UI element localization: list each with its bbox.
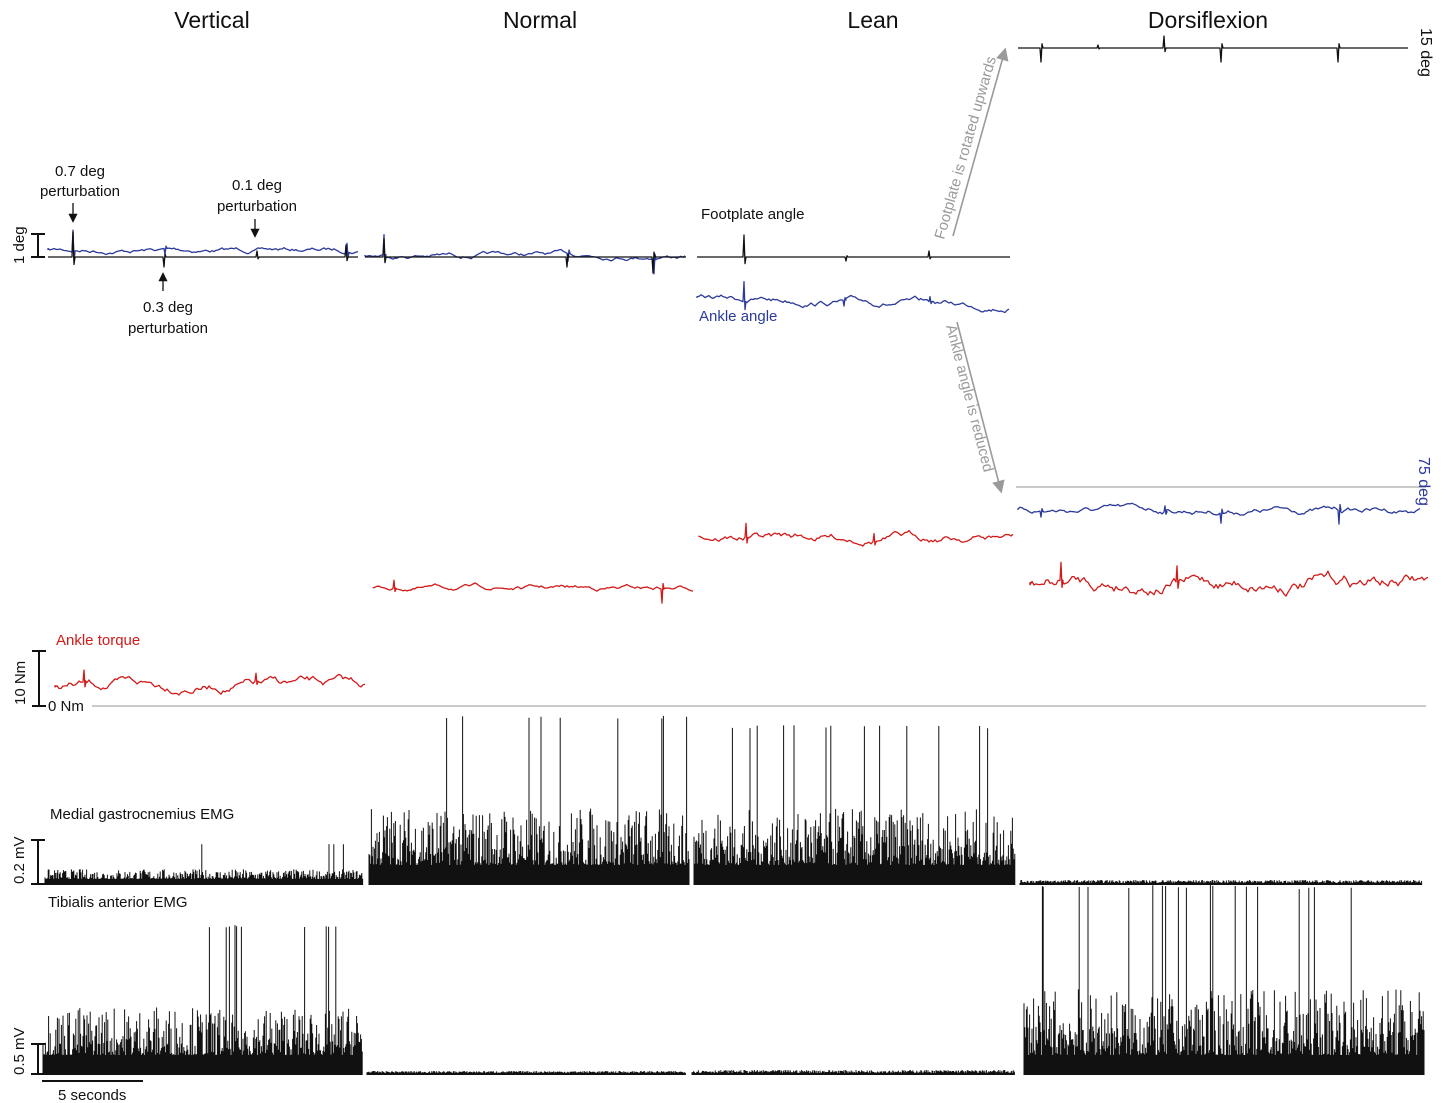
perturbation-01-label: 0.1 deg bbox=[232, 177, 282, 194]
ta-emg-label: Tibialis anterior EMG bbox=[48, 894, 187, 911]
ta-scale-bar bbox=[31, 1043, 45, 1075]
ankle-reduced-label: Ankle angle is reduced bbox=[942, 323, 996, 474]
ankle-torque-vertical bbox=[54, 669, 366, 696]
torque-zero-label: 0 Nm bbox=[48, 698, 84, 715]
ankle-torque-normal bbox=[372, 579, 694, 604]
footplate-rotated-arrow bbox=[952, 47, 1009, 237]
condition-title-lean: Lean bbox=[847, 7, 898, 33]
mg-scale-bar bbox=[31, 839, 45, 885]
ta-emg-lean bbox=[691, 1070, 1015, 1075]
perturbation-07-label: 0.7 deg bbox=[55, 163, 105, 180]
perturbation-01-label-2: perturbation bbox=[217, 198, 297, 215]
ankle-angle-vertical bbox=[47, 229, 359, 262]
condition-title-vertical: Vertical bbox=[174, 7, 249, 33]
ta-emg-vertical bbox=[42, 925, 363, 1075]
ankle-torque-lean bbox=[698, 522, 1014, 547]
perturbation-07-label-2: perturbation bbox=[40, 183, 120, 200]
mg-emg-label: Medial gastrocnemius EMG bbox=[50, 806, 234, 823]
ankle-angle-dorsiflexion bbox=[1017, 502, 1421, 525]
mg-emg-lean bbox=[693, 725, 1016, 885]
footplate-angle-lean bbox=[697, 234, 1010, 265]
torque-scale-bar bbox=[32, 650, 46, 707]
ta-emg-normal bbox=[366, 1071, 686, 1075]
mg-emg-dorsiflexion bbox=[1019, 880, 1423, 885]
ankle-angle-normal bbox=[364, 234, 686, 275]
time-scale-label: 5 seconds bbox=[58, 1087, 126, 1103]
ta-emg-dorsiflexion bbox=[1023, 885, 1425, 1075]
condition-title-dorsiflexion: Dorsiflexion bbox=[1148, 7, 1268, 33]
footplate-offset-label: 15 deg bbox=[1417, 28, 1434, 77]
mg-emg-normal bbox=[368, 715, 690, 885]
footplate-angle-dorsiflexion bbox=[1018, 35, 1408, 63]
footplate-angle-vertical bbox=[48, 231, 358, 268]
angle-scale-bar bbox=[31, 233, 45, 258]
ankle-torque-label: Ankle torque bbox=[56, 632, 140, 649]
angle-scale-label: 1 deg bbox=[11, 226, 28, 264]
perturbation-03-label: 0.3 deg bbox=[143, 299, 193, 316]
footplate-rotated-label: Footplate is rotated upwards bbox=[932, 54, 1001, 241]
condition-title-normal: Normal bbox=[503, 7, 577, 33]
footplate-angle-normal bbox=[365, 238, 686, 274]
ta-scale-label: 0.5 mV bbox=[11, 1027, 28, 1075]
mg-scale-label: 0.2 mV bbox=[11, 836, 28, 884]
signal-traces bbox=[42, 35, 1429, 1075]
ankle-offset-label: 75 deg bbox=[1415, 457, 1432, 506]
torque-scale-label: 10 Nm bbox=[12, 661, 29, 705]
ankle-torque-dorsiflexion bbox=[1029, 561, 1429, 597]
footplate-angle-label: Footplate angle bbox=[701, 206, 804, 223]
ankle-reduced-arrow bbox=[956, 321, 1005, 494]
ankle-angle-label: Ankle angle bbox=[699, 308, 777, 325]
ankle-angle-lean bbox=[696, 280, 1010, 314]
perturbation-03-label-2: perturbation bbox=[128, 320, 208, 337]
mg-emg-vertical bbox=[44, 844, 364, 885]
